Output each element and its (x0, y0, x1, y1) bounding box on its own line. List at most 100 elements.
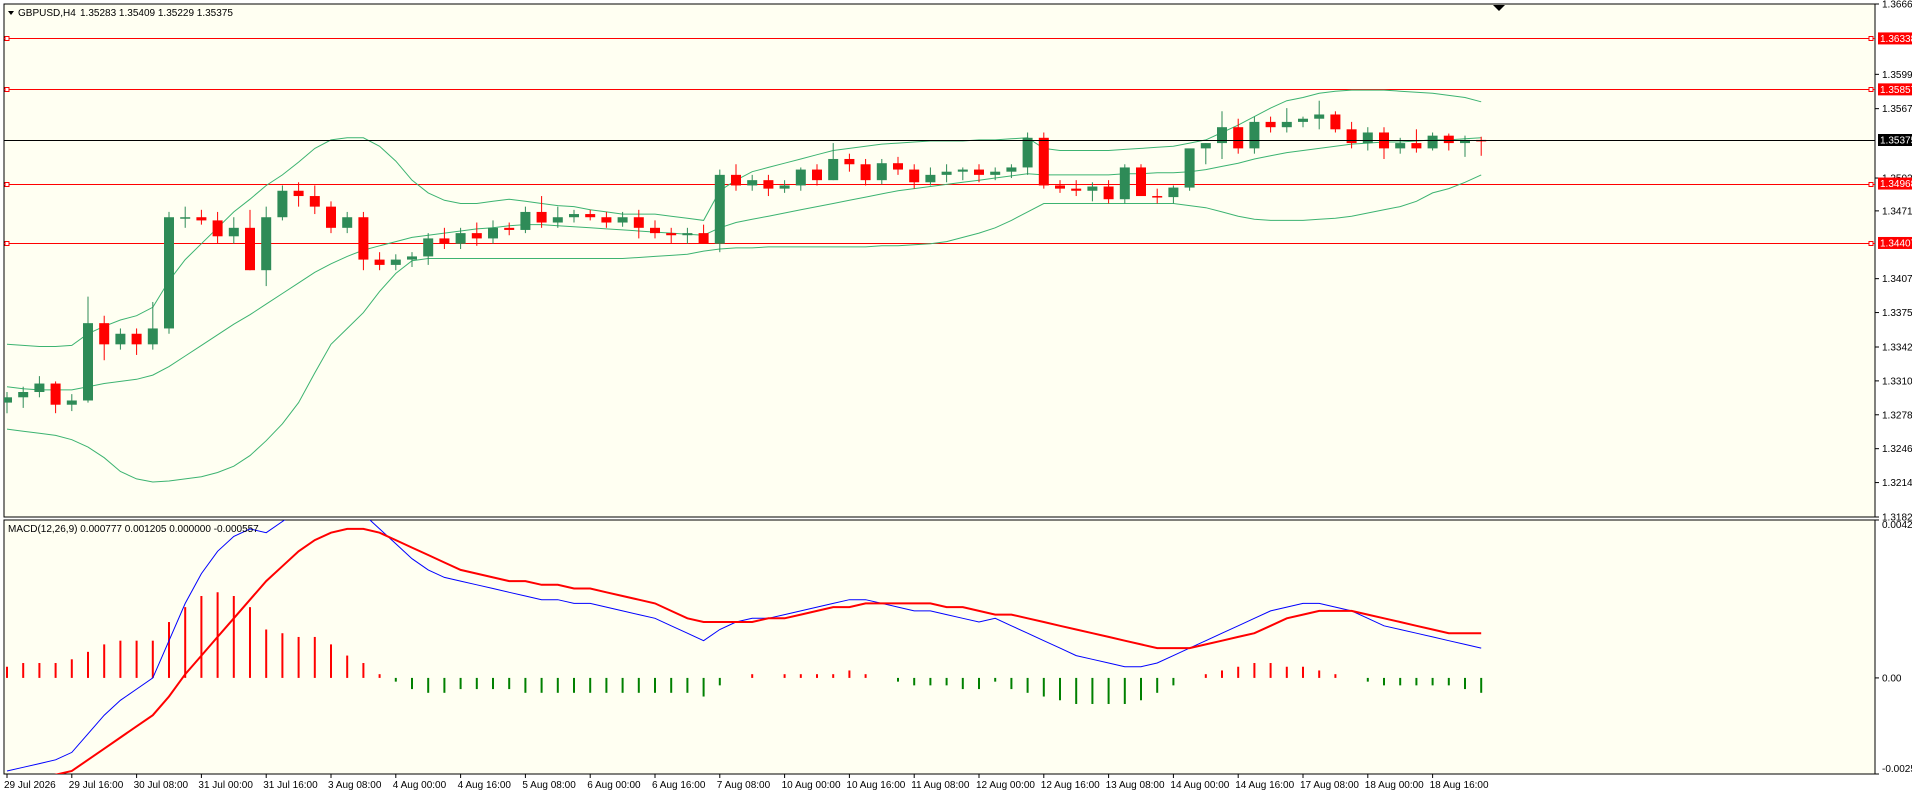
candle-body (779, 185, 790, 189)
price-tick-label: 1.34070 (1882, 274, 1912, 285)
candle-body (50, 383, 61, 405)
candle-body (569, 214, 579, 218)
candle-body (1038, 137, 1049, 186)
candle-body (617, 217, 628, 223)
candle-body (812, 169, 822, 181)
candle-body (504, 227, 515, 230)
macd-header: MACD(12,26,9) 0.000777 0.001205 0.000000… (8, 524, 259, 535)
symbol-header-quotes: 1.35283 1.35409 1.35229 1.35375 (80, 8, 233, 19)
candle-body (552, 217, 563, 223)
candle-body (261, 217, 272, 271)
candle-body (147, 328, 158, 345)
candle-body (747, 180, 758, 186)
candle-body (1071, 188, 1082, 191)
candle-body (326, 206, 336, 228)
candle-body (1395, 143, 1406, 149)
candle-body (34, 383, 45, 393)
price-tick-label: 1.35999 (1882, 70, 1912, 81)
level-anchor-3 (4, 241, 10, 246)
candle-body (957, 169, 968, 172)
candle-body (1184, 148, 1195, 188)
candle-body (828, 158, 839, 181)
time-tick-label: 31 Jul 16:00 (263, 780, 318, 791)
price-tick-label: 1.32465 (1882, 444, 1912, 455)
candle-body (974, 169, 984, 175)
time-tick-label: 4 Aug 00:00 (393, 780, 447, 791)
price-panel-background (4, 4, 1875, 517)
bollinger-middle (6, 137, 1482, 391)
candle-body (1330, 114, 1341, 130)
time-tick-label: 12 Aug 00:00 (976, 780, 1035, 791)
candle-body (1168, 187, 1179, 198)
time-tick-label: 29 Jul 2026 (4, 780, 56, 791)
time-tick-label: 10 Aug 16:00 (846, 780, 905, 791)
candle-body (407, 256, 417, 260)
candle-body (245, 227, 255, 271)
candle-body (1217, 127, 1227, 144)
price-tick-label: 1.31820 (1882, 513, 1912, 524)
macd-axis: 0.00424 0.00 -0.00258 (1875, 519, 1912, 775)
symbol-menu-icon[interactable] (8, 11, 14, 15)
candle-body (941, 171, 952, 175)
candle-body (390, 259, 401, 265)
candle-body (471, 233, 482, 239)
candle-body (1119, 167, 1130, 200)
macd-lines (6, 520, 1482, 774)
price-axis: 1.366631.359991.356751.350201.347101.340… (1875, 0, 1912, 524)
bollinger-upper (6, 89, 1482, 347)
candle-body (228, 227, 239, 237)
macd-panel-frame (3, 519, 1876, 775)
candle-body (358, 217, 369, 260)
candle-body (1136, 167, 1146, 197)
price-tag-bg-0 (1878, 32, 1912, 45)
candle-body (633, 217, 644, 228)
candle-body (212, 220, 223, 237)
candle-body (844, 158, 855, 165)
candle-body (860, 164, 871, 181)
level-anchor-0 (4, 36, 10, 41)
candle-body (909, 169, 920, 183)
price-tick-label: 1.33105 (1882, 376, 1912, 387)
macd-tick-label: 0.00424 (1882, 520, 1912, 531)
candle-body (1411, 143, 1422, 149)
candle-body (520, 211, 531, 230)
candle-body (1103, 186, 1114, 200)
chart-shift-marker-icon[interactable] (1493, 5, 1505, 11)
candle-body (536, 211, 547, 223)
time-tick-label: 12 Aug 16:00 (1041, 780, 1100, 791)
candle-body (1152, 196, 1163, 198)
candle-body (763, 180, 774, 189)
candle-body (18, 392, 29, 398)
candle-body (423, 238, 434, 257)
candle-body (293, 190, 304, 197)
macd-tick-label: 0.00 (1882, 673, 1902, 684)
candle-body (1055, 185, 1065, 189)
current-price-tag-label: 1.35375 (1880, 136, 1912, 147)
time-tick-label: 31 Jul 00:00 (198, 780, 253, 791)
time-tick-label: 6 Aug 16:00 (652, 780, 706, 791)
candle-body (342, 217, 353, 228)
price-tag-label-2: 1.34968 (1880, 179, 1912, 190)
price-tick-label: 1.35675 (1882, 104, 1912, 115)
price-panel-frame (3, 3, 1876, 518)
time-tick-label: 29 Jul 16:00 (69, 780, 124, 791)
macd-tick-label: -0.00258 (1882, 764, 1912, 775)
candle-body (1265, 121, 1276, 128)
time-tick-label: 18 Aug 00:00 (1365, 780, 1424, 791)
candle-body (164, 217, 174, 329)
candle-body (180, 217, 191, 219)
candle-body (893, 163, 903, 170)
candle-body (277, 190, 288, 218)
candle-body (795, 169, 806, 186)
candle-body (99, 323, 110, 345)
horizontal-levels (4, 36, 1875, 246)
candle-body (876, 163, 887, 181)
time-tick-label: 10 Aug 00:00 (782, 780, 841, 791)
price-tick-label: 1.32785 (1882, 410, 1912, 421)
macd-signal-line (54, 527, 1482, 774)
level-anchor-2 (4, 182, 10, 187)
time-tick-label: 17 Aug 08:00 (1300, 780, 1359, 791)
price-tag-label-1: 1.35857 (1880, 85, 1912, 96)
